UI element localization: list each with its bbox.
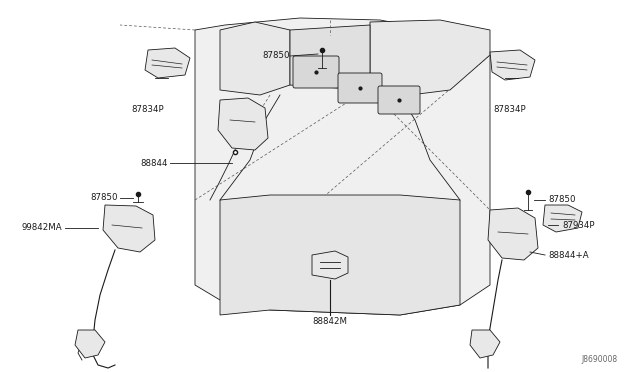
Text: 87850: 87850 <box>262 51 290 61</box>
Polygon shape <box>370 20 490 95</box>
Polygon shape <box>470 330 500 358</box>
Polygon shape <box>220 22 290 95</box>
Polygon shape <box>218 98 268 150</box>
Polygon shape <box>220 195 460 315</box>
Text: 99842MA: 99842MA <box>21 224 62 232</box>
Text: 87834P: 87834P <box>493 106 526 115</box>
FancyBboxPatch shape <box>378 86 420 114</box>
Text: J8690008: J8690008 <box>582 356 618 365</box>
Polygon shape <box>290 25 370 90</box>
Polygon shape <box>543 205 582 232</box>
Polygon shape <box>488 208 538 260</box>
Text: 88844: 88844 <box>141 158 168 167</box>
Polygon shape <box>145 48 190 78</box>
Text: 87934P: 87934P <box>562 221 595 230</box>
Text: 87834P: 87834P <box>132 106 164 115</box>
Text: 87850: 87850 <box>548 196 575 205</box>
Polygon shape <box>490 50 535 80</box>
Polygon shape <box>312 251 348 279</box>
Polygon shape <box>75 330 105 358</box>
Polygon shape <box>103 205 155 252</box>
Text: 88844+A: 88844+A <box>548 250 589 260</box>
FancyBboxPatch shape <box>293 56 339 88</box>
Text: 87850: 87850 <box>90 193 118 202</box>
Polygon shape <box>195 18 490 315</box>
Text: 88842M: 88842M <box>312 317 348 327</box>
FancyBboxPatch shape <box>338 73 382 103</box>
